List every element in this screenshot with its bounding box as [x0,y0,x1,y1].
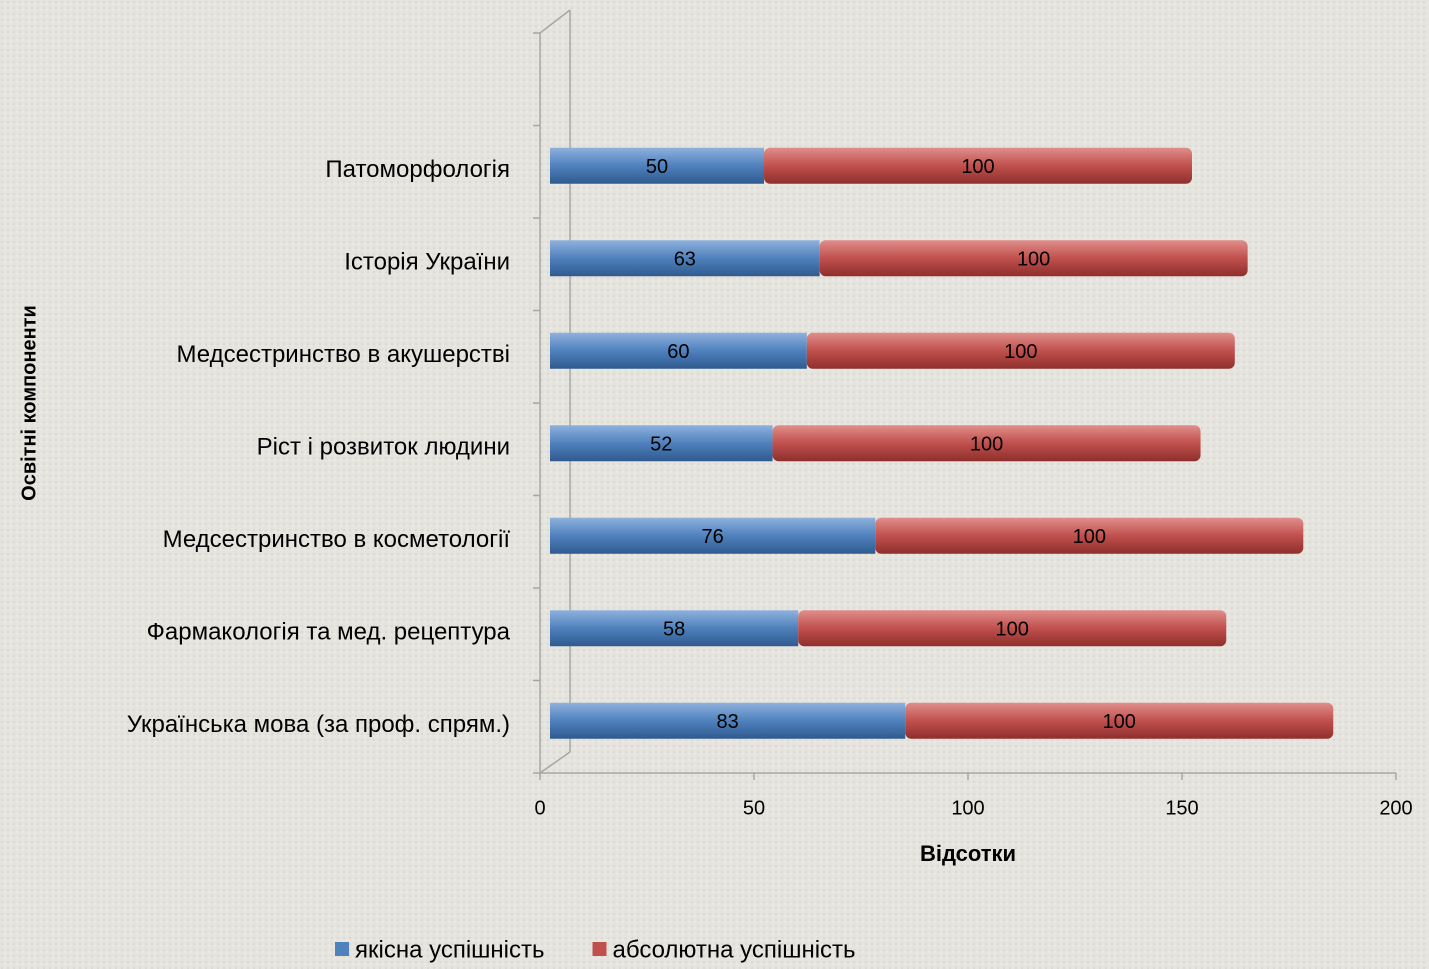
x-tick-label: 50 [743,797,765,819]
data-label: 100 [1073,526,1106,548]
data-label: 100 [1017,249,1050,271]
y-tick-label: Українська мова (за проф. спрям.) [127,711,510,738]
bar-segment [550,332,807,369]
x-tick-label: 0 [534,797,545,819]
data-label: 76 [702,526,724,548]
bar-segment [806,332,1235,369]
y-tick-label: Патоморфологія [325,156,510,183]
data-label: 100 [1103,711,1136,733]
data-label: 83 [716,711,738,733]
bar-segment [550,517,876,554]
bar-segment [550,425,773,462]
bar-segment [550,240,820,277]
y-tick-label: Фармакологія та мед. рецептура [147,619,511,646]
x-tick-label: 100 [951,797,984,819]
data-label: 100 [996,619,1029,641]
x-tick-label: 150 [1165,797,1198,819]
data-label: 100 [970,434,1003,456]
bar-segment [798,610,1227,647]
legend-label: абсолютна успішність [613,936,856,963]
x-axis-title: Відсотки [920,841,1016,866]
data-label: 100 [961,156,994,178]
bar-segment [764,147,1192,184]
data-label: 52 [650,434,672,456]
y-tick-label: Ріст і розвиток людини [257,434,510,461]
bar-segment [875,517,1304,554]
y-tick-label: Медсестринство в акушерстві [177,341,510,368]
data-label: 60 [667,341,689,363]
y-tick-label: Історія України [344,249,510,276]
bar-segment [550,147,764,184]
y-tick-label: Медсестринство в косметології [163,526,511,553]
bar-segment [550,702,906,739]
bar-segment [772,425,1201,462]
x-tick-label: 200 [1379,797,1412,819]
legend-swatch [592,942,607,956]
bar-segment [550,610,799,647]
data-label: 100 [1004,341,1037,363]
data-label: 63 [674,249,696,271]
data-label: 58 [663,619,685,641]
legend-label: якісна успішність [355,936,545,963]
legend-swatch [335,942,349,956]
bar-segment [819,240,1248,277]
y-axis-title: Освітні компоненти [18,305,40,501]
bar-segment [905,702,1334,739]
data-label: 50 [646,156,668,178]
